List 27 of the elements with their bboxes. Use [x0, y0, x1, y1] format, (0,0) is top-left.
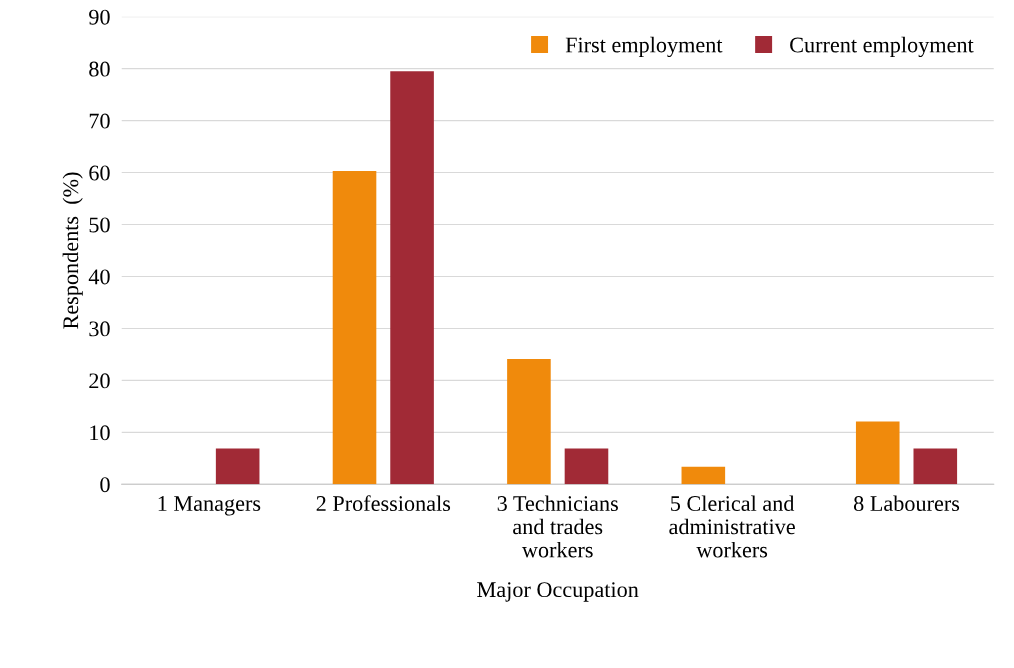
- y-tick-label: 90: [89, 9, 110, 25]
- x-tick-label: 5 Clerical and administrative workers: [669, 495, 795, 558]
- y-tick-label: 10: [90, 425, 110, 441]
- y-tick-label: 70: [89, 113, 110, 129]
- bar: [681, 466, 726, 485]
- y-axis-title: Respondents (%): [62, 172, 83, 329]
- x-tick-label: 8 Labourers: [853, 495, 960, 512]
- y-tick-label: 60: [89, 165, 110, 181]
- legend-label: Current employment: [790, 36, 974, 58]
- x-tick-label: 1 Managers: [158, 496, 261, 516]
- bar: [855, 421, 900, 485]
- x-axis-title: Major Occupation: [477, 582, 639, 602]
- bar: [507, 359, 551, 485]
- legend-label: First employment: [565, 36, 723, 58]
- bar: [332, 171, 377, 485]
- bar: [215, 448, 260, 485]
- bar: [390, 71, 434, 485]
- y-tick-label: 20: [89, 373, 110, 389]
- y-tick-label: 80: [89, 61, 110, 77]
- bar: [913, 448, 958, 485]
- y-tick-label: 30: [89, 321, 110, 337]
- y-tick-label: 50: [89, 217, 110, 233]
- x-tick-label: 2 Professionals: [316, 495, 451, 512]
- bar: [564, 448, 609, 485]
- y-tick-label: 40: [88, 269, 110, 285]
- x-tick-label: 3 Technicians and trades workers: [497, 495, 618, 558]
- y-tick-label: 0: [100, 477, 110, 493]
